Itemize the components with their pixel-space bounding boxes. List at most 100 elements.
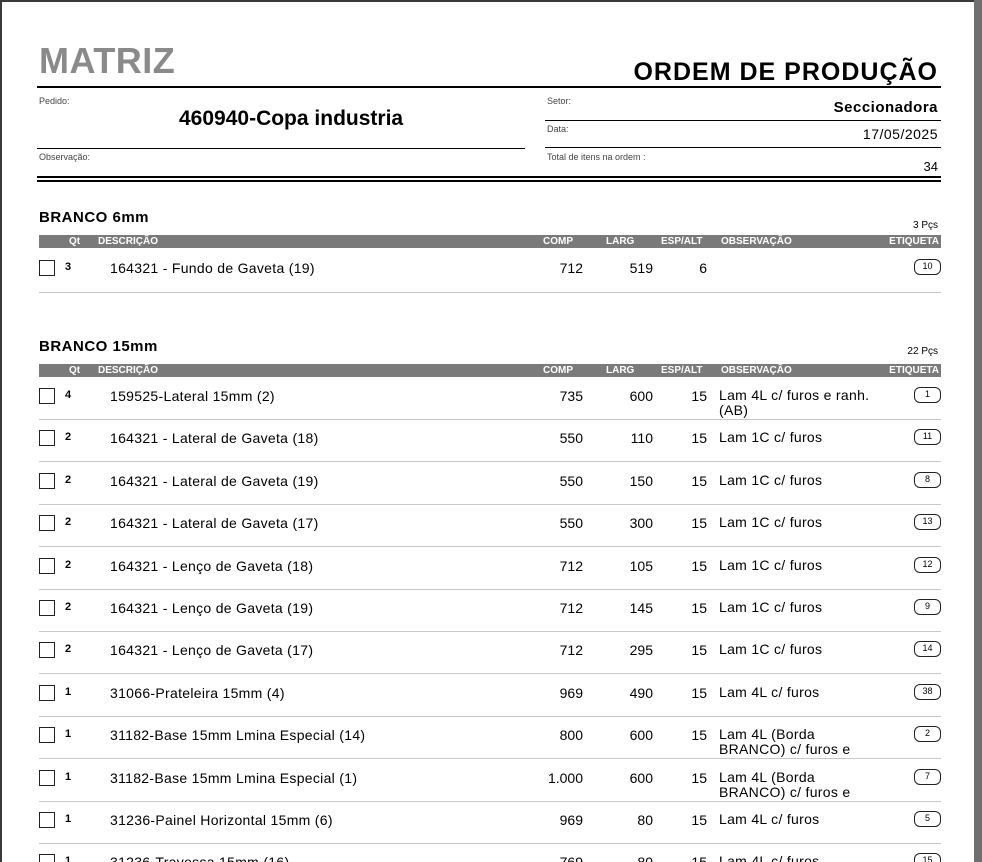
brand-name: MATRIZ <box>39 40 176 81</box>
col-espalt: ESP/ALT <box>661 236 703 247</box>
row-checkbox[interactable] <box>39 557 55 574</box>
row-etiqueta-badge: 8 <box>914 471 941 488</box>
data-value: 17/05/2025 <box>862 126 938 142</box>
header-divider <box>37 86 941 88</box>
table-header: Qt DESCRIÇÃO COMP LARG ESP/ALT OBSERVAÇÃ… <box>39 235 941 248</box>
row-esp: 15 <box>691 430 707 447</box>
row-esp: 15 <box>691 642 707 659</box>
row-checkbox[interactable] <box>39 600 55 616</box>
row-qt: 2 <box>65 473 72 486</box>
row-checkbox[interactable] <box>39 769 55 786</box>
row-comp: 712 <box>559 600 583 616</box>
data-underline <box>545 147 941 148</box>
row-checkbox[interactable] <box>39 684 55 701</box>
row-larg: 300 <box>629 515 653 532</box>
row-description: 164321 - Lateral de Gaveta (18) <box>110 430 319 447</box>
row-esp: 6 <box>699 260 707 276</box>
observacao-label: Observação: <box>39 152 91 162</box>
col-etiqueta: ETIQUETA <box>889 365 939 376</box>
total-items-label: Total de itens na ordem : <box>547 152 646 162</box>
row-etiqueta-badge: 9 <box>914 599 941 615</box>
row-etiqueta-badge: 7 <box>914 768 941 785</box>
row-esp: 15 <box>691 769 707 786</box>
row-checkbox[interactable] <box>39 727 55 744</box>
setor-value: Seccionadora <box>833 99 938 116</box>
col-qt: Qt <box>69 365 81 376</box>
row-comp: 712 <box>559 642 583 659</box>
row-esp: 15 <box>691 854 707 862</box>
row-comp: 735 <box>559 388 583 404</box>
row-larg: 150 <box>629 472 653 489</box>
row-observacao: Lam 1C c/ furos <box>719 514 823 531</box>
pedido-label: Pedido: <box>39 96 70 106</box>
row-observacao: Lam 4L c/ furos <box>719 811 820 827</box>
row-observacao: Lam 1C c/ furos <box>719 429 823 446</box>
row-larg: 110 <box>630 430 653 447</box>
row-comp: 969 <box>559 812 583 828</box>
row-checkbox[interactable] <box>39 472 55 489</box>
row-qt: 1 <box>65 813 72 825</box>
header-double-line-bottom <box>37 180 941 182</box>
row-checkbox[interactable] <box>39 430 55 447</box>
setor-label: Setor: <box>547 96 572 106</box>
row-larg: 145 <box>629 600 653 616</box>
row-larg: 490 <box>629 684 653 701</box>
pedido-value: 460940-Copa industria <box>179 107 404 130</box>
row-esp: 15 <box>691 727 707 744</box>
row-qt: 1 <box>65 855 72 862</box>
row-etiqueta-badge: 14 <box>914 641 941 658</box>
data-label: Data: <box>547 124 569 134</box>
row-description: 164321 - Fundo de Gaveta (19) <box>110 260 315 276</box>
row-comp: 712 <box>559 557 583 574</box>
row-checkbox[interactable] <box>39 515 55 532</box>
row-description: 164321 - Lenço de Gaveta (18) <box>110 557 314 574</box>
row-checkbox[interactable] <box>39 854 55 862</box>
section-piece-count: 3 Pçs <box>912 220 938 231</box>
row-qt: 1 <box>65 728 72 741</box>
page-shadow <box>974 0 982 862</box>
row-etiqueta-badge: 11 <box>914 429 941 446</box>
table-row: 1 31182-Base 15mm Lmina Especial (14) 800 6… <box>39 717 941 760</box>
row-checkbox[interactable] <box>39 260 55 276</box>
section-piece-count: 22 Pçs <box>907 346 938 357</box>
total-items-value: 34 <box>923 159 938 174</box>
row-qt: 1 <box>65 770 72 783</box>
section-title: BRANCO 15mm <box>39 338 158 355</box>
setor-underline <box>545 120 941 121</box>
table-row: 1 31066-Prateleira 15mm (4) 969 490 15 Lam 4L… <box>39 675 941 717</box>
row-observacao: Lam 4L c/ furos <box>719 683 820 700</box>
section-title: BRANCO 6mm <box>39 209 150 226</box>
col-observacao: OBSERVAÇÃO <box>721 365 792 376</box>
row-etiqueta-badge: 38 <box>914 683 941 700</box>
table-row: 2 164321 - Lateral de Gaveta (18) 550 110 15… <box>39 420 941 463</box>
row-observacao: Lam 1C c/ furos <box>719 556 823 573</box>
row-qt: 4 <box>65 389 72 401</box>
col-comp: COMP <box>543 365 573 376</box>
row-observacao: Lam 4L (Borda BRANCO) c/ furos e <box>719 768 851 800</box>
row-larg: 105 <box>629 557 653 574</box>
row-qt: 2 <box>65 558 72 571</box>
table-header: Qt DESCRIÇÃO COMP LARG ESP/ALT OBSERVAÇÃ… <box>39 364 941 377</box>
row-checkbox[interactable] <box>39 812 55 828</box>
row-checkbox[interactable] <box>39 642 55 659</box>
table-row: 3 164321 - Fundo de Gaveta (19) 712 519 6 10 <box>39 250 941 293</box>
row-observacao: Lam 4L c/ furos e ranh. (AB) <box>719 387 870 418</box>
row-larg: 295 <box>629 642 653 659</box>
row-etiqueta-badge: 10 <box>914 259 941 275</box>
row-description: 31236-Travessa 15mm (16) <box>110 854 289 862</box>
row-larg: 600 <box>629 769 653 786</box>
col-larg: LARG <box>606 236 635 247</box>
row-comp: 712 <box>559 260 583 276</box>
row-etiqueta-badge: 15 <box>914 853 941 862</box>
row-qt: 2 <box>65 643 72 656</box>
row-qt: 2 <box>65 601 72 613</box>
row-checkbox[interactable] <box>39 388 55 404</box>
row-larg: 600 <box>629 388 653 404</box>
row-esp: 15 <box>691 388 707 404</box>
table-row: 1 31236-Painel Horizontal 15mm (6) 969 80 15… <box>39 802 941 844</box>
row-description: 31236-Painel Horizontal 15mm (6) <box>110 812 333 828</box>
table-row: 2 164321 - Lenço de Gaveta (17) 712 295 15 La… <box>39 632 941 675</box>
table-row: 2 164321 - Lateral de Gaveta (19) 550 150 15… <box>39 463 941 505</box>
row-comp: 550 <box>559 430 583 447</box>
